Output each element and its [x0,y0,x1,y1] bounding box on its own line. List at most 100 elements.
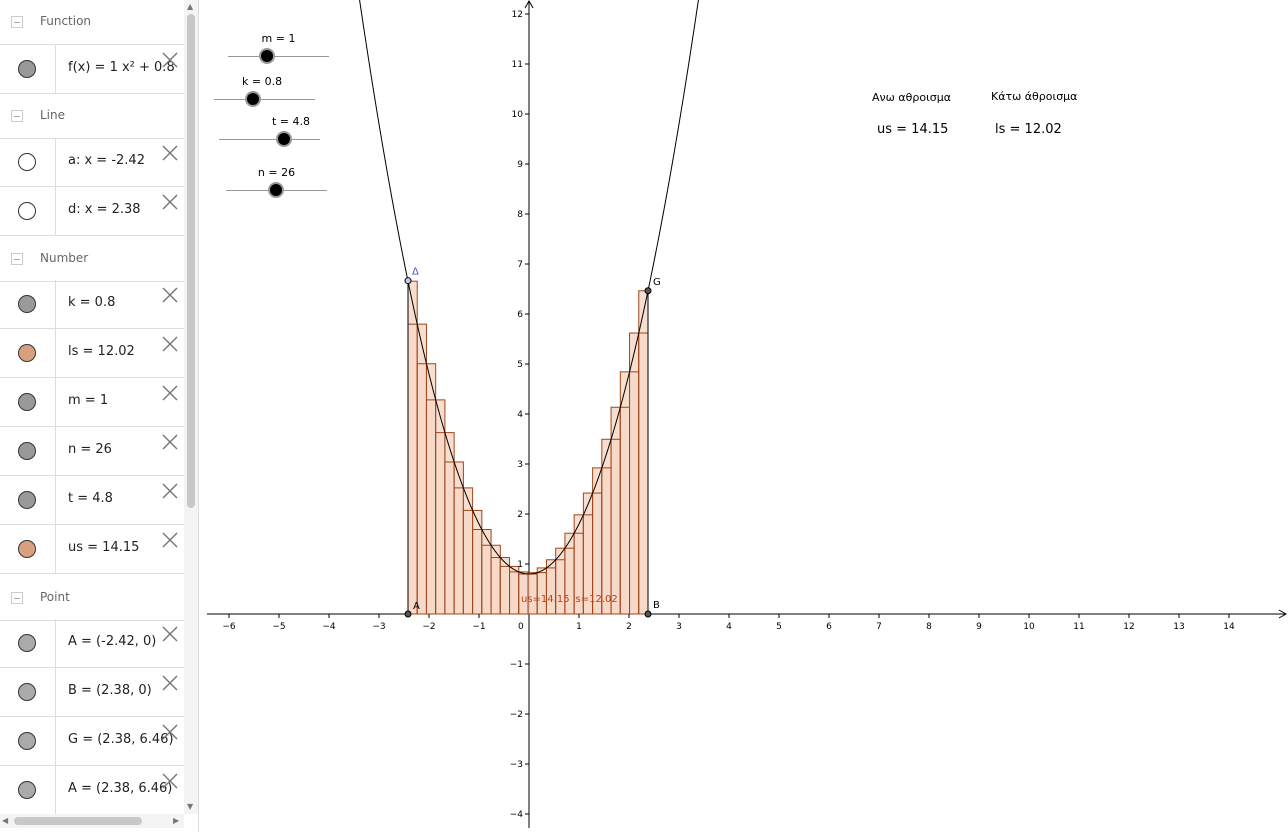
category-number[interactable]: Number [0,237,184,282]
algebra-item-text[interactable]: A = (2.38, 6.46) [68,781,173,796]
slider-knob[interactable] [259,48,275,64]
slider-track[interactable] [214,99,315,100]
delete-icon[interactable] [161,772,179,790]
visibility-toggle-icon[interactable] [18,491,36,509]
algebra-item[interactable]: d: x = 2.38 [0,187,184,236]
delete-icon[interactable] [161,531,179,549]
algebra-item[interactable]: n = 26 [0,427,184,476]
x-tick-label: 7 [876,622,882,632]
scroll-left-icon[interactable]: ◀ [2,816,9,825]
algebra-item[interactable]: t = 4.8 [0,476,184,525]
x-tick-label: 3 [676,622,682,632]
sum-overlay-label: us=14.15 ls=12.02 [521,594,618,605]
collapse-toggle-icon[interactable] [11,16,23,28]
visibility-marker[interactable] [0,378,56,426]
algebra-item-text[interactable]: n = 26 [68,442,112,457]
delete-icon[interactable] [161,625,179,643]
algebra-item-text[interactable]: m = 1 [68,393,109,408]
visibility-marker[interactable] [0,138,56,186]
vertical-scrollbar[interactable]: ▲ ▼ [184,0,198,814]
collapse-toggle-icon[interactable] [11,253,23,265]
coordinate-plane[interactable]: −6 −5 −4 −3 −2 −1 0 1 2 3 4 5 6 7 8 9 10 11 12 13 14−4−3−2−1… [199,0,1288,832]
visibility-toggle-icon[interactable] [18,344,36,362]
delete-icon[interactable] [161,674,179,692]
visibility-toggle-icon[interactable] [18,393,36,411]
visibility-toggle-icon[interactable] [18,442,36,460]
visibility-toggle-icon[interactable] [18,634,36,652]
delete-icon[interactable] [161,51,179,69]
collapse-toggle-icon[interactable] [11,110,23,122]
algebra-item[interactable]: ls = 12.02 [0,329,184,378]
slider-track[interactable] [228,56,329,57]
algebra-item-text[interactable]: B = (2.38, 0) [68,683,152,698]
algebra-item-text[interactable]: t = 4.8 [68,491,113,506]
visibility-marker[interactable] [0,717,56,765]
visibility-marker[interactable] [0,45,56,93]
visibility-toggle-icon[interactable] [18,683,36,701]
algebra-item-text[interactable]: A = (-2.42, 0) [68,634,157,649]
algebra-item[interactable]: f(x) = 1 x² + 0.8 [0,45,184,94]
algebra-item-text[interactable]: a: x = -2.42 [68,153,145,168]
delete-icon[interactable] [161,723,179,741]
algebra-item[interactable]: us = 14.15 [0,525,184,574]
visibility-marker[interactable] [0,525,56,573]
visibility-toggle-icon[interactable] [18,60,36,78]
delete-icon[interactable] [161,144,179,162]
y-tick-label: −2 [510,710,523,720]
visibility-marker[interactable] [0,280,56,328]
visibility-toggle-icon[interactable] [18,732,36,750]
algebra-item-text[interactable]: f(x) = 1 x² + 0.8 [68,60,175,75]
visibility-marker[interactable] [0,427,56,475]
point-label: A [413,601,420,612]
visibility-marker[interactable] [0,476,56,524]
scrollbar-thumb[interactable] [187,14,195,508]
scroll-up-icon[interactable]: ▲ [187,2,194,11]
delete-icon[interactable] [161,482,179,500]
algebra-item-text[interactable]: G = (2.38, 6.46) [68,732,174,747]
algebra-item-text[interactable]: k = 0.8 [68,295,116,310]
horizontal-scrollbar[interactable]: ◀ ▶ [0,814,184,828]
visibility-toggle-icon[interactable] [18,295,36,313]
category-function[interactable]: Function [0,0,184,45]
algebra-item[interactable]: B = (2.38, 0) [0,668,184,717]
slider-knob[interactable] [245,91,261,107]
algebra-item[interactable]: G = (2.38, 6.46) [0,717,184,766]
collapse-toggle-icon[interactable] [11,592,23,604]
algebra-item[interactable]: m = 1 [0,378,184,427]
visibility-toggle-icon[interactable] [18,781,36,799]
visibility-toggle-icon[interactable] [18,540,36,558]
algebra-item-text[interactable]: d: x = 2.38 [68,202,141,217]
visibility-marker[interactable] [0,619,56,667]
y-tick-label: 7 [517,260,523,270]
scroll-right-icon[interactable]: ▶ [173,816,180,825]
scroll-down-icon[interactable]: ▼ [187,802,194,811]
x-tick-label: −2 [422,622,435,632]
delete-icon[interactable] [161,335,179,353]
delete-icon[interactable] [161,384,179,402]
slider-label: m = 1 [261,32,296,45]
algebra-item[interactable]: A = (2.38, 6.46) [0,766,184,815]
graphics-view[interactable]: −6 −5 −4 −3 −2 −1 0 1 2 3 4 5 6 7 8 9 10 11 12 13 14 −4 −3 −2 −1… [199,0,1288,832]
algebra-item-text[interactable]: ls = 12.02 [68,344,135,359]
scrollbar-thumb[interactable] [14,817,142,825]
visibility-toggle-icon[interactable] [18,202,36,220]
category-line[interactable]: Line [0,94,184,139]
algebra-item[interactable]: k = 0.8 [0,280,184,329]
visibility-marker[interactable] [0,187,56,235]
delete-icon[interactable] [161,193,179,211]
visibility-marker[interactable] [0,668,56,716]
y-tick-label: 10 [512,110,524,120]
category-point[interactable]: Point [0,576,184,621]
delete-icon[interactable] [161,433,179,451]
slider-knob[interactable] [268,182,284,198]
algebra-item[interactable]: A = (-2.42, 0) [0,619,184,668]
slider-track[interactable] [219,139,320,140]
delete-icon[interactable] [161,286,179,304]
algebra-item-text[interactable]: us = 14.15 [68,540,140,555]
algebra-item[interactable]: a: x = -2.42 [0,138,184,187]
slider-knob[interactable] [276,131,292,147]
y-tick-label: 2 [517,510,523,520]
visibility-toggle-icon[interactable] [18,153,36,171]
visibility-marker[interactable] [0,329,56,377]
visibility-marker[interactable] [0,766,56,814]
